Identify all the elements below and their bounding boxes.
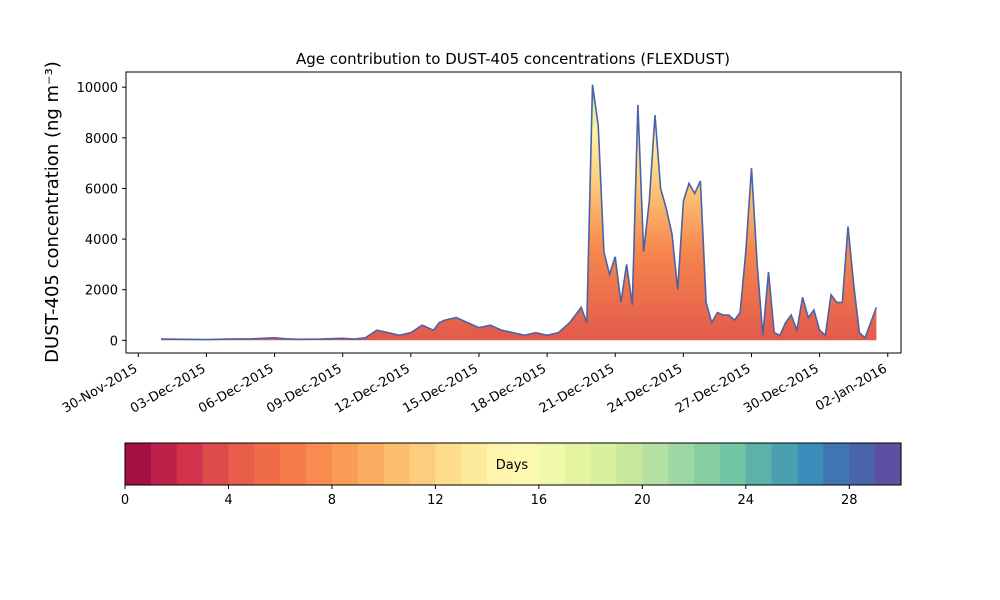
colorbar-segment bbox=[487, 443, 514, 485]
colorbar-segment bbox=[849, 443, 876, 485]
colorbar-segment bbox=[202, 443, 230, 485]
colorbar-segment bbox=[228, 443, 255, 485]
x-tick-label: 03-Dec-2015 bbox=[128, 361, 208, 416]
age-contribution-area bbox=[161, 84, 877, 341]
colorbar-segment bbox=[357, 443, 385, 485]
colorbar-segment bbox=[668, 443, 695, 485]
colorbar-segment bbox=[435, 443, 462, 485]
colorbar-segment bbox=[616, 443, 643, 485]
plot-area bbox=[160, 84, 878, 341]
total-concentration-line bbox=[160, 84, 878, 341]
colorbar-label: Days bbox=[496, 458, 529, 473]
x-axis: 30-Nov-201503-Dec-201506-Dec-201509-Dec-… bbox=[60, 353, 890, 417]
colorbar-tick-label: 4 bbox=[224, 493, 232, 508]
colorbar-tick-label: 0 bbox=[121, 493, 129, 508]
x-tick-label: 21-Dec-2015 bbox=[537, 361, 617, 416]
colorbar-tick-label: 20 bbox=[634, 493, 651, 508]
colorbar-segment bbox=[306, 443, 333, 485]
x-tick-label: 12-Dec-2015 bbox=[332, 361, 412, 416]
colorbar-axis: 0 4 8 12 16 20 24 28 bbox=[121, 485, 858, 508]
x-tick-label: 24-Dec-2015 bbox=[605, 361, 685, 416]
colorbar bbox=[125, 443, 902, 485]
y-axis: 0 2000 4000 6000 8000 10000 bbox=[77, 81, 126, 349]
y-tick-label: 10000 bbox=[77, 81, 118, 96]
colorbar-segment bbox=[745, 443, 773, 485]
y-tick-label: 0 bbox=[110, 334, 118, 349]
x-tick-label: 30-Dec-2015 bbox=[741, 361, 821, 416]
colorbar-segment bbox=[564, 443, 592, 485]
colorbar-segment bbox=[513, 443, 540, 485]
colorbar-segment bbox=[331, 443, 359, 485]
colorbar-segment bbox=[694, 443, 721, 485]
colorbar-segment bbox=[875, 443, 902, 485]
colorbar-tick-label: 28 bbox=[841, 493, 858, 508]
y-tick-label: 4000 bbox=[85, 233, 118, 248]
colorbar-segment bbox=[125, 443, 152, 485]
colorbar-segment bbox=[538, 443, 566, 485]
x-tick-label: 02-Jan-2016 bbox=[813, 361, 890, 414]
x-tick-label: 15-Dec-2015 bbox=[401, 361, 481, 416]
colorbar-tick-label: 24 bbox=[738, 493, 755, 508]
colorbar-segment bbox=[150, 443, 178, 485]
x-tick-label: 27-Dec-2015 bbox=[673, 361, 753, 416]
x-tick-label: 09-Dec-2015 bbox=[264, 361, 344, 416]
colorbar-tick-label: 12 bbox=[427, 493, 444, 508]
colorbar-tick-label: 8 bbox=[328, 493, 336, 508]
colorbar-segment bbox=[383, 443, 411, 485]
colorbar-segment bbox=[719, 443, 747, 485]
y-axis-label: DUST-405 concentration (ng m⁻³) bbox=[42, 61, 63, 363]
y-tick-label: 8000 bbox=[85, 132, 118, 147]
colorbar-frame bbox=[124, 442, 902, 486]
colorbar-segment bbox=[771, 443, 799, 485]
y-tick-label: 2000 bbox=[85, 284, 118, 299]
x-tick-label: 30-Nov-2015 bbox=[60, 361, 140, 416]
colorbar-segment bbox=[823, 443, 850, 485]
colorbar-segment bbox=[280, 443, 307, 485]
y-tick-label: 6000 bbox=[85, 182, 118, 197]
colorbar-segment bbox=[254, 443, 281, 485]
colorbar-segment bbox=[409, 443, 436, 485]
colorbar-segment bbox=[461, 443, 488, 485]
colorbar-segment bbox=[797, 443, 824, 485]
colorbar-tick-label: 16 bbox=[531, 493, 548, 508]
chart-title: Age contribution to DUST-405 concentrati… bbox=[296, 50, 730, 68]
plot-frame bbox=[125, 71, 902, 354]
colorbar-segment bbox=[642, 443, 669, 485]
colorbar-segment bbox=[590, 443, 618, 485]
x-tick-label: 18-Dec-2015 bbox=[469, 361, 549, 416]
colorbar-segment bbox=[176, 443, 204, 485]
x-tick-label: 06-Dec-2015 bbox=[196, 361, 276, 416]
